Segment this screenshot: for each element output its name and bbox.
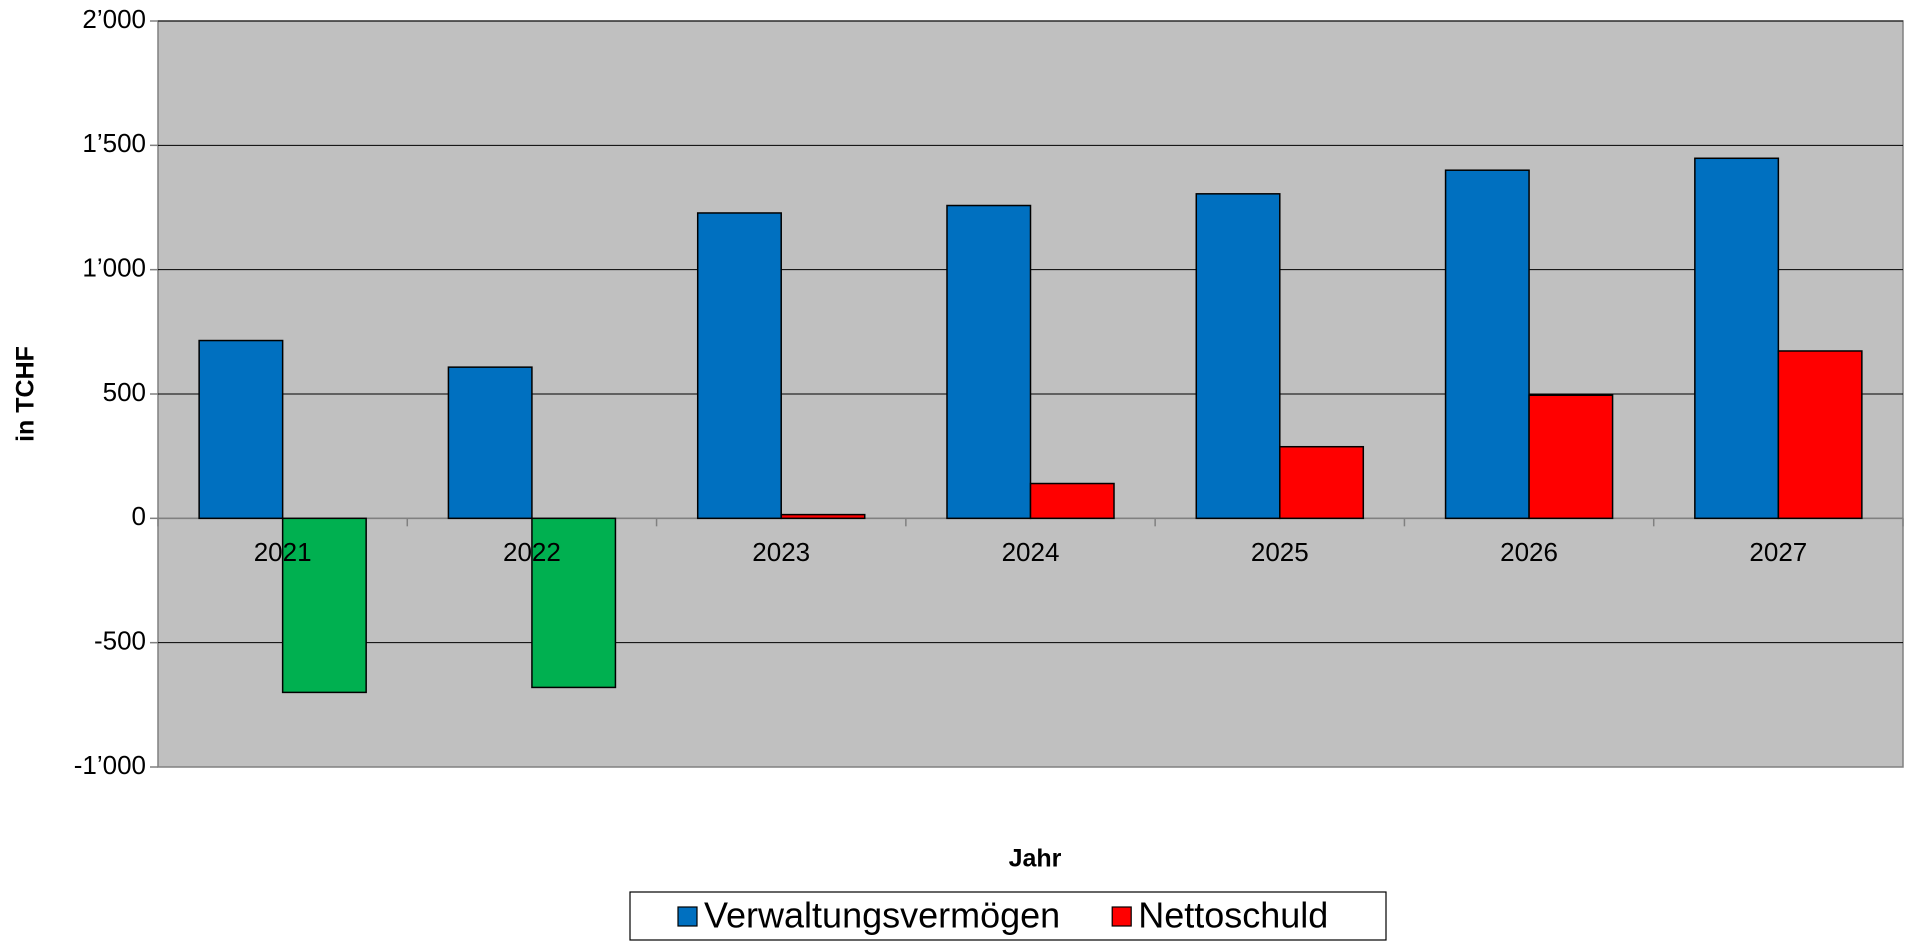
y-tick-label: 1’500	[82, 128, 146, 158]
bar	[1444, 169, 1530, 520]
bar	[1029, 482, 1115, 520]
bar	[447, 366, 533, 520]
bar	[1195, 193, 1281, 520]
x-tick-label: 2023	[752, 537, 810, 567]
x-tick-label: 2026	[1500, 537, 1558, 567]
legend-swatch	[677, 906, 698, 927]
x-tick-label: 2024	[1002, 537, 1060, 567]
bar	[946, 204, 1032, 520]
legend-swatch	[1111, 906, 1132, 927]
x-tick-label: 2022	[503, 537, 561, 567]
y-tick-label: 500	[103, 377, 146, 407]
x-tick-label: 2027	[1749, 537, 1807, 567]
bar	[281, 517, 367, 694]
labels: -1’000 -500 0 500 1’000 1’500 2’000 2021 2022 202…	[74, 4, 1808, 780]
y-tick-label: 0	[132, 501, 146, 531]
y-tick-label: -1’000	[74, 750, 146, 780]
y-tick-label: 2’000	[82, 4, 146, 34]
y-tick-label: 1’000	[82, 253, 146, 283]
bar	[696, 212, 782, 520]
bar	[1528, 394, 1614, 520]
bar	[1777, 350, 1863, 520]
legend	[629, 891, 1387, 941]
bars	[198, 157, 1863, 694]
x-tick-label: 2025	[1251, 537, 1309, 567]
bar	[1694, 157, 1780, 520]
legend-items: Verwaltungsvermögen Nettoschuld	[677, 895, 1328, 936]
bar	[1279, 445, 1365, 520]
y-axis-label: in TCHF	[12, 346, 40, 442]
x-tick-label: 2021	[254, 537, 312, 567]
x-axis-label: Jahr	[1009, 845, 1062, 873]
y-tick-label: -500	[94, 626, 146, 656]
legend-label: Verwaltungsvermögen	[704, 895, 1060, 936]
legend-label: Nettoschuld	[1138, 895, 1328, 936]
bar	[780, 513, 866, 520]
bar	[198, 339, 284, 520]
bar	[531, 517, 617, 689]
